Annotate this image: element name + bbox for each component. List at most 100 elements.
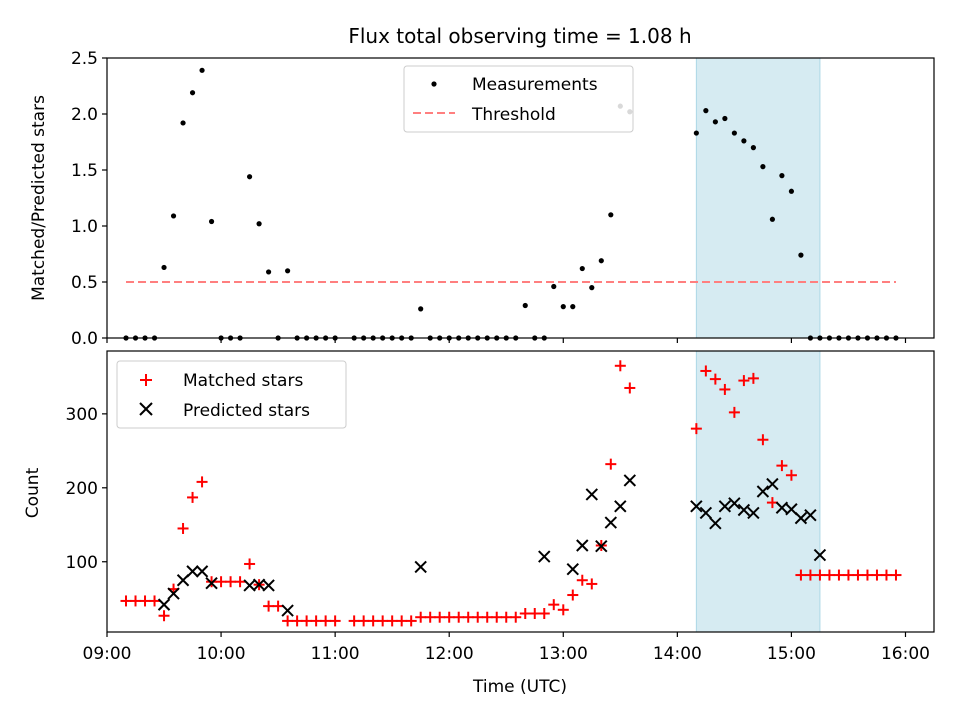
matched-stars-point xyxy=(785,469,797,481)
matched-stars-point xyxy=(196,476,208,488)
measurement-point xyxy=(750,145,756,151)
matched-stars-point xyxy=(823,569,835,581)
matched-stars-point xyxy=(529,608,541,620)
matched-stars-point xyxy=(244,558,256,570)
matched-stars-point xyxy=(405,615,417,627)
predicted-stars-point xyxy=(566,562,579,576)
top-y-tick-label: 0.5 xyxy=(71,273,98,293)
bottom-panel: 100 200 300 09:00 10:00 11:00 12:00 13:00 14:00… xyxy=(23,350,935,697)
bottom-x-tick-label: 11:00 xyxy=(311,644,360,664)
matched-stars-point xyxy=(852,569,864,581)
predicted-stars-point xyxy=(195,565,209,578)
measurement-point xyxy=(598,258,604,264)
matched-stars-point xyxy=(795,569,807,581)
measurement-point xyxy=(741,138,747,144)
legend-matched-label: Matched stars xyxy=(183,371,303,391)
measurement-point xyxy=(760,164,766,170)
measurement-point xyxy=(788,188,795,194)
bottom-legend-frame xyxy=(116,360,347,429)
legend-predicted-marker xyxy=(139,402,153,416)
top-y-tick-label: 0.0 xyxy=(71,329,98,349)
measurement-point xyxy=(560,304,566,310)
x-axis-label: Time (UTC) xyxy=(472,677,567,697)
top-y-tick-label: 1.5 xyxy=(71,161,98,181)
bottom-y-tick-label: 100 xyxy=(66,553,98,573)
legend-threshold-label: Threshold xyxy=(471,105,556,125)
predicted-stars-point xyxy=(281,604,294,617)
matched-stars-point xyxy=(500,611,512,623)
matched-stars-point xyxy=(158,610,170,622)
matched-stars-point xyxy=(766,497,778,509)
matched-stars-point xyxy=(614,360,626,372)
predicted-stars-point xyxy=(538,550,551,563)
measurement-point xyxy=(579,265,585,272)
matched-stars-point xyxy=(519,608,531,620)
predicted-stars-point xyxy=(176,574,190,587)
matched-stars-point xyxy=(833,569,845,581)
bottom-x-tick-label: 15:00 xyxy=(767,644,816,664)
predicted-stars-point xyxy=(709,517,722,530)
matched-stars-point xyxy=(586,578,598,590)
matched-stars-point xyxy=(396,615,408,627)
matched-stars-point xyxy=(548,599,560,611)
matched-stars-point xyxy=(880,569,892,581)
matched-stars-point xyxy=(358,615,370,627)
legend-measurements-marker xyxy=(431,81,437,87)
measurement-point xyxy=(208,218,215,225)
matched-stars-point xyxy=(747,372,759,384)
measurement-point xyxy=(551,283,557,290)
bottom-y-tick-label: 300 xyxy=(66,405,98,425)
predicted-stars-point xyxy=(747,506,760,520)
matched-stars-point xyxy=(282,615,294,627)
matched-stars-point xyxy=(424,611,436,623)
matched-stars-point xyxy=(367,615,379,627)
predicted-stars-point xyxy=(262,579,275,592)
top-y-axis-label: Matched/Predicted stars xyxy=(29,95,49,301)
predicted-stars-point xyxy=(414,560,427,574)
top-y-tick-label: 2.5 xyxy=(71,49,98,69)
predicted-stars-point xyxy=(186,565,199,578)
matched-stars-point xyxy=(120,595,132,607)
predicted-stars-point xyxy=(794,511,808,525)
bottom-x-tick-label: 13:00 xyxy=(539,644,588,664)
matched-stars-point xyxy=(443,611,455,623)
matched-stars-point xyxy=(842,569,854,581)
measurement-point xyxy=(285,268,291,274)
matched-stars-point xyxy=(301,615,313,627)
measurement-point xyxy=(769,216,776,222)
top-legend: Measurements Threshold xyxy=(403,65,634,133)
matched-stars-point xyxy=(491,611,503,623)
matched-stars-point xyxy=(804,569,816,581)
legend-matched-marker xyxy=(140,374,152,386)
measurement-point xyxy=(731,130,737,136)
measurement-point xyxy=(256,221,262,227)
measurement-point xyxy=(170,213,177,219)
matched-stars-point xyxy=(149,595,161,607)
measurement-point xyxy=(199,67,205,73)
matched-stars-point xyxy=(624,382,636,394)
matched-stars-point xyxy=(709,373,721,385)
top-axes-frame xyxy=(106,57,935,339)
matched-stars-point xyxy=(329,615,341,627)
bottom-x-tick-label: 10:00 xyxy=(197,644,246,664)
matched-stars-point xyxy=(130,595,142,607)
matched-stars-point xyxy=(434,611,446,623)
measurement-point xyxy=(189,90,196,96)
predicted-stars-point xyxy=(766,477,779,491)
matched-stars-point xyxy=(206,576,218,588)
predicted-stars-point xyxy=(718,500,732,513)
matched-stars-point xyxy=(728,406,740,418)
matched-stars-point xyxy=(320,615,332,627)
predicted-stars-point xyxy=(804,508,817,522)
bottom-highlight-span xyxy=(695,350,821,633)
predicted-stars-point xyxy=(623,474,637,487)
predicted-stars-point xyxy=(785,503,798,516)
matched-stars-point xyxy=(871,569,883,581)
matched-stars-point xyxy=(187,491,199,503)
measurement-point xyxy=(703,108,709,114)
bottom-x-tick-label: 16:00 xyxy=(881,644,930,664)
matched-stars-point xyxy=(291,615,303,627)
predicted-stars-point xyxy=(585,488,599,501)
matched-stars-point xyxy=(557,604,569,616)
